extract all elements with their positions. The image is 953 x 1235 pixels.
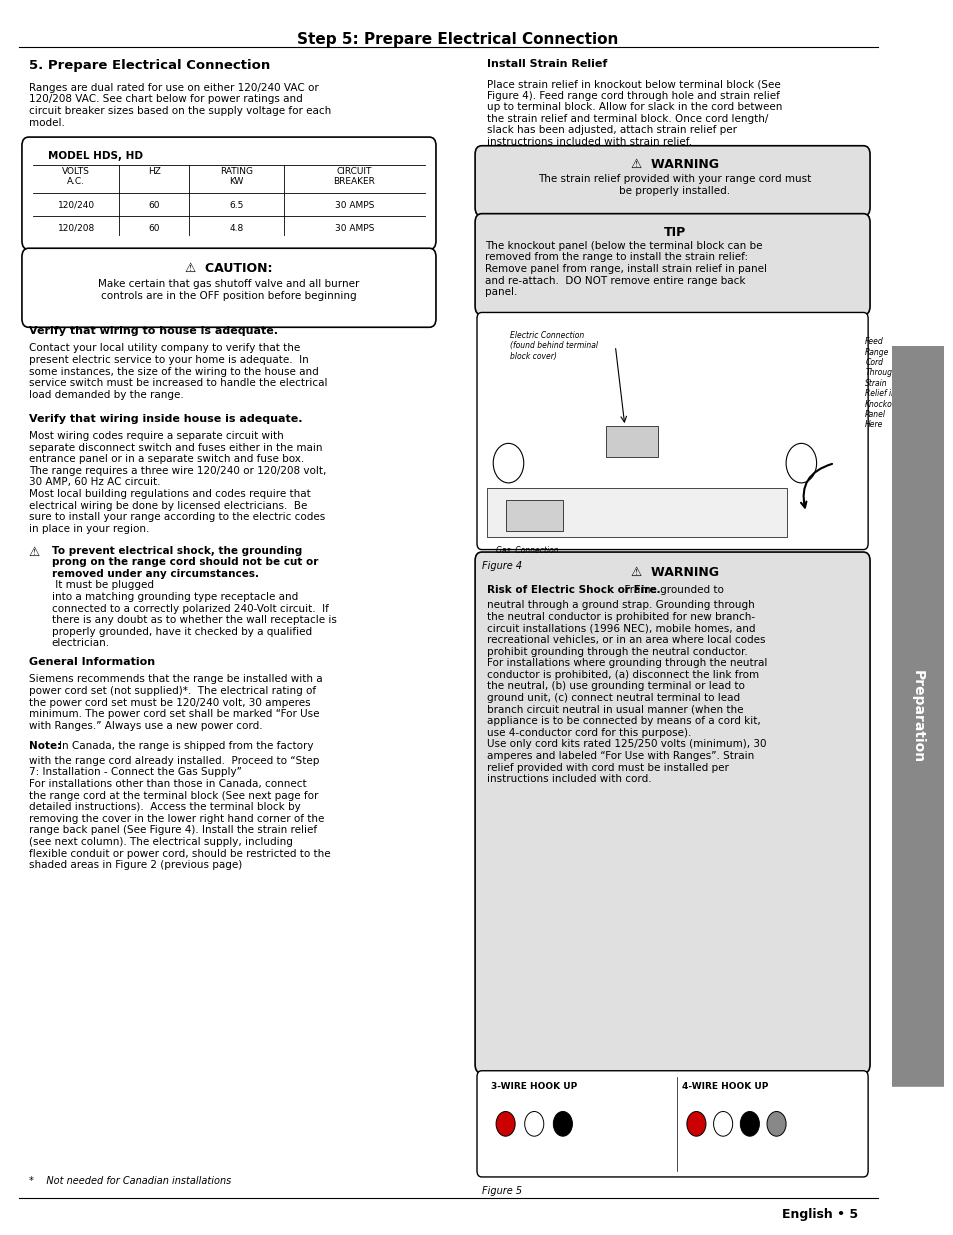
Text: Risk of Electric Shock or Fire.: Risk of Electric Shock or Fire. [486, 585, 659, 595]
Text: ⚠  WARNING: ⚠ WARNING [630, 566, 719, 579]
Text: MODEL HDS, HD: MODEL HDS, HD [48, 151, 143, 161]
Text: The knockout panel (below the terminal block can be
removed from the range to in: The knockout panel (below the terminal b… [484, 241, 766, 298]
Circle shape [766, 1112, 785, 1136]
Text: English • 5: English • 5 [781, 1208, 858, 1221]
Text: 60: 60 [148, 224, 160, 233]
Text: 6.5: 6.5 [229, 200, 244, 210]
Text: neutral through a ground strap. Grounding through
the neutral conductor is prohi: neutral through a ground strap. Groundin… [486, 600, 766, 784]
Bar [605, 426, 658, 457]
Text: Figure 4: Figure 4 [481, 561, 521, 571]
Bar [486, 488, 786, 537]
Circle shape [785, 443, 816, 483]
Circle shape [524, 1112, 543, 1136]
FancyBboxPatch shape [476, 1071, 867, 1177]
Text: 5. Prepare Electrical Connection: 5. Prepare Electrical Connection [29, 59, 270, 73]
Text: ⚠: ⚠ [29, 546, 40, 559]
Text: *    Not needed for Canadian installations: * Not needed for Canadian installations [29, 1176, 231, 1186]
Text: Figure 5: Figure 5 [481, 1186, 521, 1195]
Text: Note:: Note: [29, 741, 61, 751]
FancyBboxPatch shape [891, 346, 943, 1087]
Text: 60: 60 [148, 200, 160, 210]
FancyBboxPatch shape [475, 146, 869, 216]
Text: Ranges are dual rated for use on either 120/240 VAC or
120/208 VAC. See chart be: Ranges are dual rated for use on either … [29, 83, 331, 127]
Text: It must be plugged
into a matching grounding type receptacle and
connected to a : It must be plugged into a matching groun… [51, 580, 336, 648]
Text: In Canada, the range is shipped from the factory: In Canada, the range is shipped from the… [59, 741, 314, 751]
FancyBboxPatch shape [475, 552, 869, 1073]
Text: ⚠  WARNING: ⚠ WARNING [630, 158, 719, 172]
Text: Electric Connection
(found behind terminal
block cover): Electric Connection (found behind termin… [510, 331, 598, 361]
Text: CIRCUIT
BREAKER: CIRCUIT BREAKER [334, 167, 375, 186]
Text: 30 AMPS: 30 AMPS [335, 224, 374, 233]
Text: Feed
Range
Cord
Through
Strain
Relief in
Knockout
Panel
Here: Feed Range Cord Through Strain Relief in… [864, 337, 900, 430]
Text: To prevent electrical shock, the grounding
prong on the range cord should not be: To prevent electrical shock, the groundi… [51, 546, 317, 579]
Circle shape [493, 443, 523, 483]
Text: ⚠  CAUTION:: ⚠ CAUTION: [185, 262, 273, 275]
Text: Verify that wiring to house is adequate.: Verify that wiring to house is adequate. [29, 326, 277, 336]
Circle shape [553, 1112, 572, 1136]
FancyBboxPatch shape [22, 137, 436, 249]
Text: Place strain relief in knockout below terminal block (See
Figure 4). Feed range : Place strain relief in knockout below te… [486, 79, 781, 147]
Circle shape [496, 1112, 515, 1136]
Circle shape [686, 1112, 705, 1136]
Text: The strain relief provided with your range cord must
be properly installed.: The strain relief provided with your ran… [537, 174, 811, 195]
Text: HZ: HZ [148, 167, 160, 175]
Text: 120/208: 120/208 [57, 224, 95, 233]
FancyBboxPatch shape [475, 214, 869, 315]
FancyBboxPatch shape [22, 248, 436, 327]
Text: Contact your local utility company to verify that the
present electric service t: Contact your local utility company to ve… [29, 343, 327, 400]
Text: 120/240: 120/240 [58, 200, 94, 210]
Text: RATING
KW: RATING KW [220, 167, 253, 186]
Text: Install Strain Relief: Install Strain Relief [486, 59, 606, 69]
Text: with the range cord already installed.  Proceed to “Step
7: Installation - Conne: with the range cord already installed. P… [29, 756, 330, 871]
Text: 4-WIRE HOOK UP: 4-WIRE HOOK UP [681, 1082, 768, 1091]
Text: Gas  Connection: Gas Connection [496, 546, 558, 555]
Text: Step 5: Prepare Electrical Connection: Step 5: Prepare Electrical Connection [297, 32, 618, 47]
Text: 3-WIRE HOOK UP: 3-WIRE HOOK UP [491, 1082, 577, 1091]
Text: Siemens recommends that the range be installed with a
power cord set (not suppli: Siemens recommends that the range be ins… [29, 674, 322, 731]
Text: TIP: TIP [663, 226, 685, 240]
Circle shape [740, 1112, 759, 1136]
Text: Make certain that gas shutoff valve and all burner
controls are in the OFF posit: Make certain that gas shutoff valve and … [98, 279, 359, 300]
Text: General Information: General Information [29, 657, 154, 667]
Text: Frame grounded to: Frame grounded to [618, 585, 723, 595]
Circle shape [713, 1112, 732, 1136]
Text: 30 AMPS: 30 AMPS [335, 200, 374, 210]
Text: Preparation: Preparation [910, 669, 924, 763]
Text: Verify that wiring inside house is adequate.: Verify that wiring inside house is adequ… [29, 414, 302, 424]
FancyBboxPatch shape [476, 312, 867, 550]
Text: 4.8: 4.8 [230, 224, 243, 233]
Bar [505, 500, 562, 531]
Text: Most wiring codes require a separate circuit with
separate disconnect switch and: Most wiring codes require a separate cir… [29, 431, 326, 534]
Text: VOLTS
A.C.: VOLTS A.C. [62, 167, 91, 186]
